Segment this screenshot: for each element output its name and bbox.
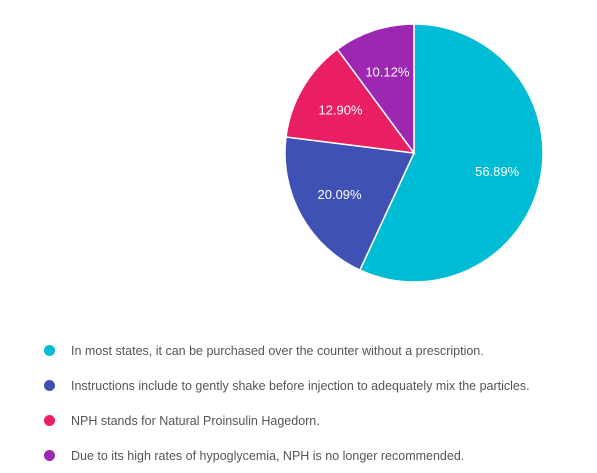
legend-item[interactable]: Instructions include to gently shake bef… (44, 368, 530, 403)
legend-item[interactable]: Due to its high rates of hypoglycemia, N… (44, 438, 530, 473)
slice-label: 56.89% (475, 164, 520, 179)
legend-label: Instructions include to gently shake bef… (71, 378, 530, 393)
pie-slice[interactable] (285, 48, 416, 154)
legend-label: NPH stands for Natural Proinsulin Hagedo… (71, 413, 320, 428)
slice-label: 10.12% (365, 65, 410, 80)
legend-item[interactable]: In most states, it can be purchased over… (44, 333, 530, 368)
legend-item[interactable]: NPH stands for Natural Proinsulin Hagedo… (44, 403, 530, 438)
pie-labels: 56.89% 20.09% 12.90% 10.12% (318, 65, 520, 202)
pie-slice[interactable] (336, 23, 415, 156)
pie-slice[interactable] (358, 23, 544, 283)
pie-chart: 56.89% 20.09% 12.90% 10.12% (284, 23, 544, 283)
slice-label: 20.09% (318, 187, 363, 202)
legend-marker (44, 450, 55, 461)
legend-marker (44, 415, 55, 426)
legend-marker (44, 345, 55, 356)
pie-slices (284, 23, 544, 283)
pie-slice[interactable] (284, 136, 416, 272)
legend-label: In most states, it can be purchased over… (71, 343, 484, 358)
legend-marker (44, 380, 55, 391)
legend: In most states, it can be purchased over… (44, 333, 530, 473)
slice-label: 12.90% (318, 102, 363, 117)
legend-label: Due to its high rates of hypoglycemia, N… (71, 448, 465, 463)
